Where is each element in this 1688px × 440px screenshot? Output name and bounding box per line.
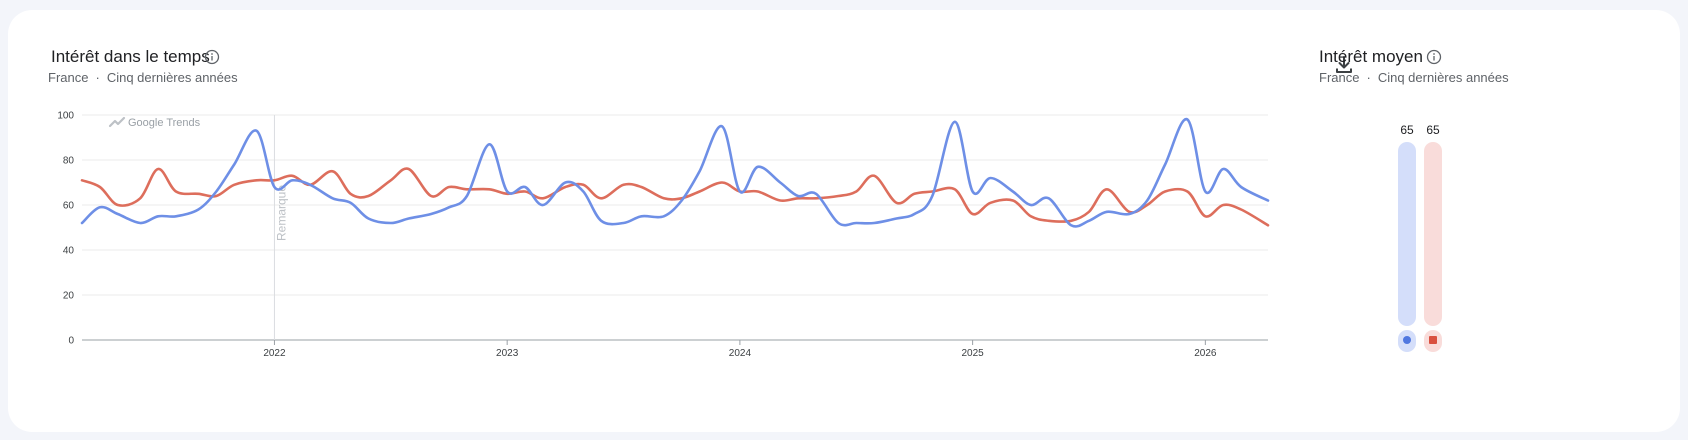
average-interest-chart: 65 65 xyxy=(1398,123,1442,352)
series-layer xyxy=(80,118,1270,228)
series-line-2[interactable] xyxy=(80,167,1270,227)
google-trends-watermark: Google Trends xyxy=(108,116,201,129)
average-bar-2: 65 xyxy=(1424,123,1442,352)
x-tick-label: 2025 xyxy=(961,348,984,359)
annotation: Remarque xyxy=(273,115,288,340)
y-tick-label: 40 xyxy=(63,246,75,257)
series-line-2-group xyxy=(80,167,1270,227)
tick-labels: 0 20 40 60 80 100 2022 2023 2024 2025 2026 xyxy=(57,111,1217,360)
average-value-label: 65 xyxy=(1400,123,1414,137)
series-line-1[interactable] xyxy=(80,118,1270,228)
interest-over-time-subtitle: France · Cinq dernières années xyxy=(48,70,238,85)
interest-over-time-chart: Google Trends Remarque 0 20 40 60 80 100 2022 2… xyxy=(57,111,1270,360)
period-label: Cinq dernières années xyxy=(1377,70,1509,85)
separator: · xyxy=(95,70,100,85)
period-label: Cinq dernières années xyxy=(106,70,238,85)
x-tick-label: 2024 xyxy=(729,348,752,359)
watermark-label: Google Trends xyxy=(128,117,201,129)
y-tick-label: 20 xyxy=(63,291,75,302)
average-interest-title: Intérêt moyen xyxy=(1319,47,1423,66)
chart-grid xyxy=(82,114,1268,345)
circle-marker-icon xyxy=(1403,336,1411,344)
x-tick-label: 2022 xyxy=(263,348,286,359)
average-bar[interactable] xyxy=(1424,142,1442,326)
y-tick-label: 60 xyxy=(63,201,75,212)
trends-logo-icon xyxy=(108,116,126,128)
annotation-label[interactable]: Remarque xyxy=(274,185,288,241)
average-interest-subtitle: France · Cinq dernières années xyxy=(1319,70,1509,85)
square-marker-icon xyxy=(1429,336,1437,344)
series-line-1-group xyxy=(80,118,1270,228)
separator: · xyxy=(1366,70,1371,85)
region-label: France xyxy=(1319,70,1360,85)
info-icon[interactable] xyxy=(204,49,220,65)
y-tick-label: 80 xyxy=(63,156,75,167)
region-label: France xyxy=(48,70,89,85)
interest-over-time-title: Intérêt dans le temps xyxy=(51,47,210,66)
trends-card: Intérêt dans le temps France · Cinq derniè… xyxy=(8,10,1680,432)
y-tick-label: 0 xyxy=(68,336,74,347)
x-tick-label: 2026 xyxy=(1194,348,1217,359)
info-icon[interactable] xyxy=(1426,49,1442,65)
average-value-label: 65 xyxy=(1426,123,1440,137)
y-tick-label: 100 xyxy=(57,111,74,122)
average-bar-1: 65 xyxy=(1398,123,1416,352)
x-tick-label: 2023 xyxy=(496,348,519,359)
download-icon[interactable] xyxy=(1330,51,1358,79)
average-bar[interactable] xyxy=(1398,142,1416,326)
